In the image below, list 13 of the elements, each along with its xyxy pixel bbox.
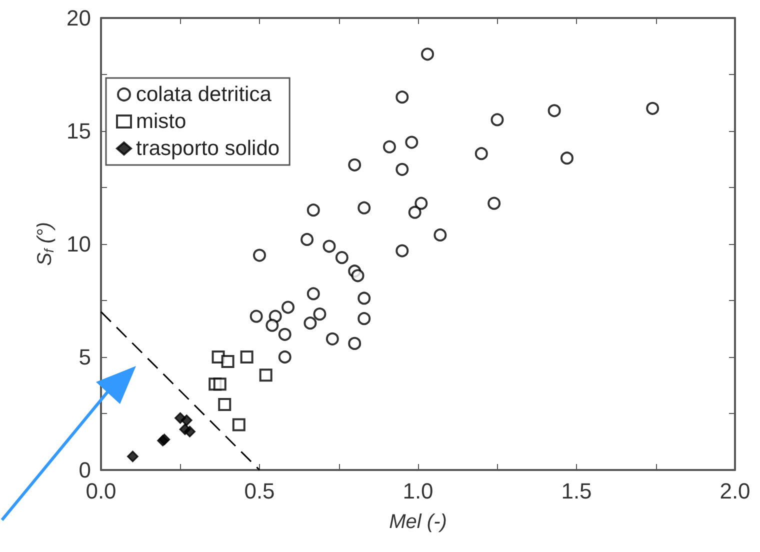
x-tick-label: 1.0 bbox=[402, 478, 434, 504]
x-tick-label: 1.5 bbox=[561, 478, 592, 504]
legend-label: colata detritica bbox=[136, 83, 272, 106]
x-tick-label: 0.5 bbox=[244, 478, 275, 504]
y-tick-label: 5 bbox=[78, 344, 91, 370]
legend-label: misto bbox=[136, 110, 186, 133]
x-axis-title: Mel (-) bbox=[389, 511, 447, 533]
y-tick-label: 20 bbox=[66, 6, 91, 30]
legend-label: trasporto solido bbox=[136, 137, 280, 160]
y-tick-label: 10 bbox=[66, 232, 91, 256]
x-tick-label: 2.0 bbox=[720, 478, 750, 504]
y-axis-title: Sf (°) bbox=[34, 222, 57, 266]
y-tick-label: 15 bbox=[66, 118, 91, 144]
